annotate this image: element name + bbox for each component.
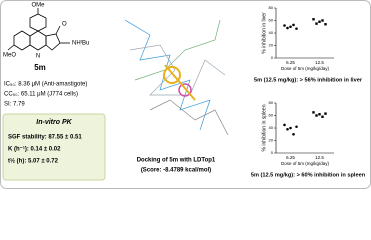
y-tick-label: 20 [269,43,274,48]
y-tick-label: 0 [271,150,274,155]
y-axis-label: % inhibition in liver [261,12,267,54]
data-point [318,20,321,23]
chart-caption: 5m (12.5 mg/kg): > 60% inhibition in spl… [251,172,366,178]
pk-title: In-vitro PK [36,119,72,126]
activity-list: IC₅₀: 8.36 μM (Anti-amastigote) CC₅₀: 65.… [4,82,87,108]
graphical-abstract: OMe MeO N O NHᵗBu 5m IC₅₀: 8.36 μM (Anti… [0,0,371,189]
y-tick-label: 40 [269,125,274,130]
compound-name: 5m [34,63,46,72]
x-tick-label: 12.5 [315,60,324,65]
x-axis-label: Dose of 5m (mg/kg/day) [281,66,330,71]
data-point [286,26,289,30]
data-point [321,115,324,118]
chart-caption: 5m (12.5 mg/kg): > 56% inhibition in liv… [254,77,363,83]
docking-caption: Docking of 5m with LDTop1 [137,158,216,164]
y-tick-label: 20 [269,138,274,143]
docking-caption: (Score: -8.4789 kcal/mol) [141,168,211,174]
activity-line: IC₅₀: 8.36 μM (Anti-amastigote) [4,82,87,88]
y-tick-label: 60 [269,18,274,23]
x-tick-label: 6.25 [286,155,295,160]
activity-line: SI: 7.79 [4,102,25,108]
x-axis-label: Dose of 5m (mg/kg/day) [281,161,330,166]
data-point [283,24,286,27]
y-tick-label: 80 [269,5,274,10]
y-axis-label: % inhibition in spleen [261,104,267,151]
structure-label: O [62,22,67,28]
data-point [312,18,315,21]
activity-line: CC₅₀: 65.11 μM (J774 cells) [4,92,78,98]
structure-label: N [36,54,40,60]
data-point [289,25,292,29]
structure [7,8,70,51]
x-tick-label: 12.5 [315,155,324,160]
structure-label: MeO [3,53,16,59]
structure-label: NHᵗBu [72,40,89,47]
pk-line: K (h⁻¹): 0.14 ± 0.02 [8,146,61,153]
y-tick-label: 40 [269,30,274,35]
data-point [286,127,289,131]
x-tick-label: 6.25 [286,60,295,65]
data-point [324,112,327,115]
data-point [318,113,321,116]
pk-line: SGF stability: 87.55 ± 0.51 [8,135,82,141]
data-point [321,19,324,22]
data-point [292,132,295,136]
structure-label: OMe [31,3,45,9]
data-point [283,123,286,127]
data-point [312,111,315,114]
data-point [295,125,298,129]
docking-image [124,19,229,136]
data-point [292,23,295,27]
data-point [324,23,327,26]
pk-box [2,113,106,181]
data-point [295,27,298,30]
data-point [289,126,292,130]
data-point [315,114,318,117]
data-point [315,22,318,25]
y-tick-label: 80 [269,100,274,105]
pk-line: t½ (h): 5.07 ± 0.72 [8,158,59,165]
docking-caption-box [112,150,240,180]
pk-list: SGF stability: 87.55 ± 0.51 K (h⁻¹): 0.14… [8,135,82,165]
y-tick-label: 0 [271,55,274,60]
y-tick-label: 60 [269,113,274,118]
